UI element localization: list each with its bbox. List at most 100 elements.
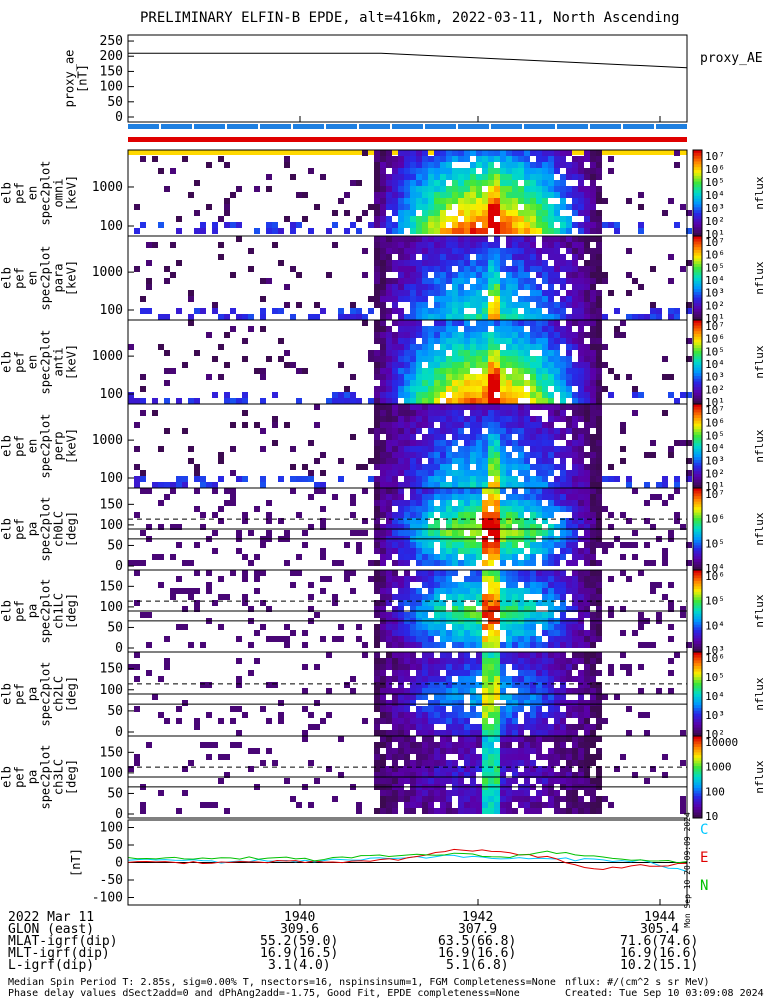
- ytick-label: 100: [100, 303, 123, 318]
- spectrogram-cell: [470, 222, 476, 228]
- spectrogram-cell: [200, 308, 206, 314]
- colorbar-cell: [693, 294, 702, 299]
- spectrogram-cell: [626, 664, 632, 670]
- spectrogram-cell: [548, 422, 554, 428]
- colorbar-cell: [693, 370, 702, 374]
- spectrogram-cell: [590, 228, 596, 234]
- spectrogram-cell: [308, 802, 314, 808]
- spectrogram-cell: [518, 742, 524, 748]
- spectrogram-cell: [434, 362, 440, 368]
- spectrogram-cell: [530, 228, 536, 234]
- spectrogram-cell: [410, 302, 416, 308]
- spectrogram-cell: [572, 488, 578, 494]
- spectrogram-cell: [386, 766, 392, 772]
- spectrogram-cell: [374, 350, 380, 356]
- proxy-ae-legend: proxy_AE: [700, 51, 763, 66]
- spectrogram-cell: [434, 278, 440, 284]
- spectrogram-cell: [452, 742, 458, 748]
- pitch-spectrogram: [128, 736, 686, 814]
- spectrogram-cell: [518, 730, 524, 736]
- spectrogram-cell: [410, 236, 416, 242]
- spectrogram-cell: [464, 718, 470, 724]
- status-bar-segment: [128, 124, 159, 129]
- spectrogram-cell: [194, 228, 200, 234]
- spectrogram-cell: [464, 374, 470, 380]
- spectrogram-cell: [422, 664, 428, 670]
- spectrogram-cell: [410, 278, 416, 284]
- spectrogram-cell: [476, 174, 482, 180]
- spectrogram-cell: [458, 670, 464, 676]
- spectrogram-cell: [392, 248, 398, 254]
- spectrogram-cell: [416, 554, 422, 560]
- spectrogram-cell: [560, 192, 566, 198]
- spectrogram-cell: [512, 476, 518, 482]
- spectrogram-cell: [284, 778, 290, 784]
- spectrogram-cell: [416, 670, 422, 676]
- colorbar-tick: 10¹: [705, 228, 725, 241]
- spectrogram-cell: [494, 222, 500, 228]
- spectrogram-cell: [590, 736, 596, 742]
- spectrogram-cell: [374, 248, 380, 254]
- colorbar-cell: [693, 164, 702, 168]
- spectrogram-cell: [440, 248, 446, 254]
- spectrogram-cell: [134, 482, 140, 488]
- spectrogram-cell: [470, 236, 476, 242]
- spectrogram-cell: [536, 192, 542, 198]
- spectrogram-cell: [596, 624, 602, 630]
- colorbar-cell: [693, 699, 702, 703]
- spectrogram-cell: [428, 630, 434, 636]
- spectrogram-cell: [476, 576, 482, 582]
- spectrogram-cell: [374, 588, 380, 594]
- spectrogram-cell: [464, 724, 470, 730]
- spectrogram-cell: [212, 302, 218, 308]
- spectrogram-cell: [584, 560, 590, 566]
- spectrogram-cell: [452, 320, 458, 326]
- spectrogram-cell: [188, 760, 194, 766]
- spectrogram-cell: [380, 398, 386, 404]
- spectrogram-cell: [596, 630, 602, 636]
- spectrogram-cell: [440, 600, 446, 606]
- spectrogram-cell: [428, 748, 434, 754]
- spectrogram-cell: [494, 168, 500, 174]
- spectrogram-cell: [134, 560, 140, 566]
- spectrogram-cell: [482, 624, 488, 630]
- spectrogram-cell: [410, 362, 416, 368]
- spectrogram-cell: [386, 524, 392, 530]
- spectrogram-cell: [218, 156, 224, 162]
- spectrogram-cell: [380, 742, 386, 748]
- spectrogram-cell: [464, 216, 470, 222]
- spectrogram-cell: [434, 718, 440, 724]
- spectrogram-cell: [536, 730, 542, 736]
- spectrogram-cell: [500, 706, 506, 712]
- spectrogram-cell: [446, 808, 452, 814]
- spectrogram-cell: [410, 476, 416, 482]
- spectrogram-cell: [524, 524, 530, 530]
- spectrogram-cell: [446, 228, 452, 234]
- spectrogram-cell: [482, 404, 488, 410]
- spectrogram-cell: [566, 386, 572, 392]
- spectrogram-cell: [542, 476, 548, 482]
- spectrogram-cell: [584, 236, 590, 242]
- spectrogram-cell: [524, 748, 530, 754]
- spectrogram-cell: [386, 204, 392, 210]
- spectrogram-cell: [578, 778, 584, 784]
- spectrogram-cell: [410, 380, 416, 386]
- spectrogram-cell: [494, 718, 500, 724]
- spectrogram-cell: [158, 524, 164, 530]
- spectrogram-cell: [380, 766, 386, 772]
- spectrogram-cell: [200, 476, 206, 482]
- spectrogram-cell: [392, 452, 398, 458]
- spectrogram-cell: [476, 802, 482, 808]
- spectrogram-cell: [458, 284, 464, 290]
- spectrogram-cell: [566, 296, 572, 302]
- spectrogram-cell: [494, 594, 500, 600]
- spectrogram-cell: [548, 760, 554, 766]
- spectrogram-cell: [482, 242, 488, 248]
- spectrogram-cell: [398, 392, 404, 398]
- spectrogram-cell: [590, 222, 596, 228]
- spectrogram-cell: [542, 302, 548, 308]
- spectrogram-cell: [374, 694, 380, 700]
- spectrogram-cell: [524, 470, 530, 476]
- spectrogram-cell: [428, 242, 434, 248]
- colorbar-cell: [693, 632, 702, 637]
